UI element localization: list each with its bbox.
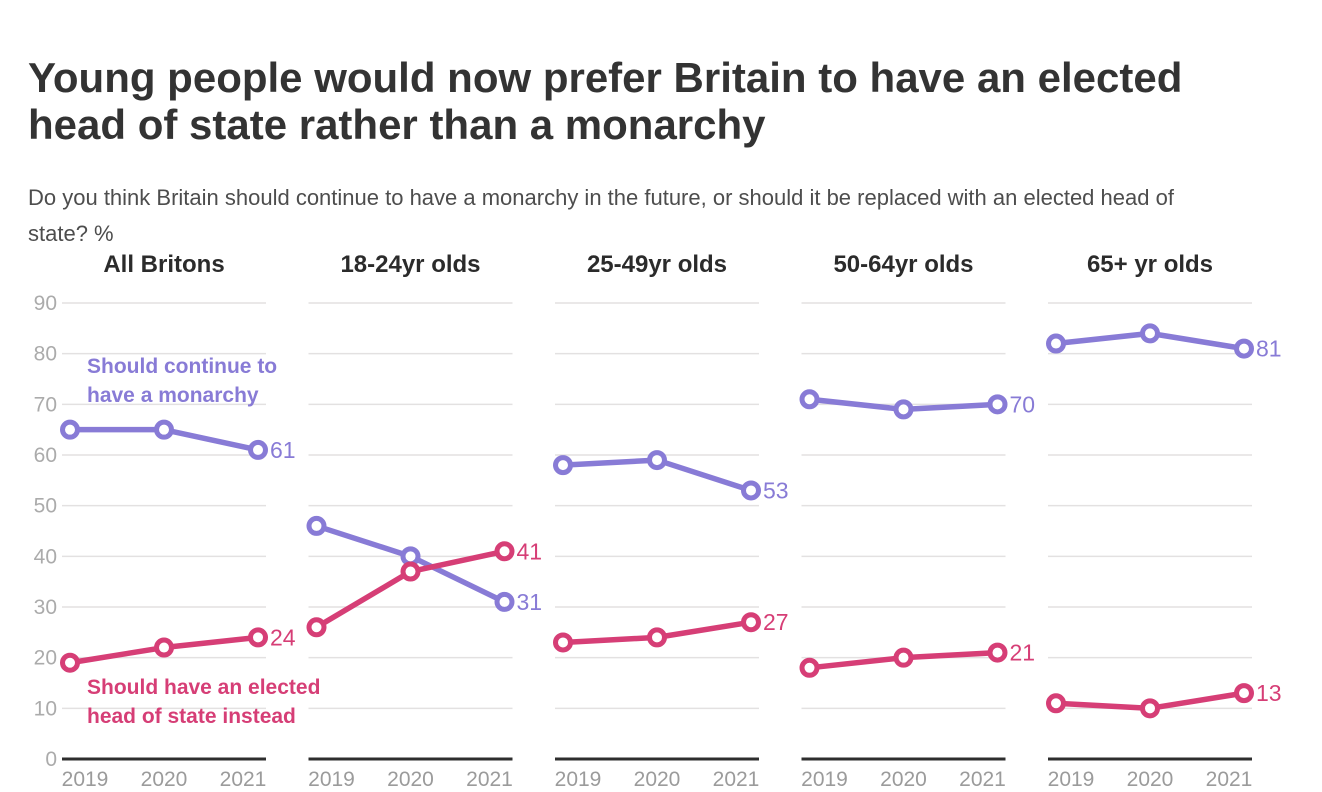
x-tick-label: 2021 <box>220 768 267 791</box>
elected-data-point <box>1140 698 1160 719</box>
elected-data-point <box>799 657 820 678</box>
elected-data-point <box>987 642 1008 663</box>
monarchy-data-point <box>1234 338 1254 359</box>
monarchy-end-value-label: 53 <box>763 477 789 503</box>
elected-data-point <box>647 627 667 648</box>
series-label-monarchy-line1: Should continue to <box>87 355 278 378</box>
panel-3: 50-64yr olds 2019 2020 2021 70 21 <box>799 251 1036 791</box>
elected-end-value-label: 24 <box>270 624 296 650</box>
elected-data-point <box>1046 693 1066 714</box>
elected-data-point <box>154 637 174 658</box>
monarchy-data-point <box>893 399 914 420</box>
monarchy-data-point <box>1046 333 1066 354</box>
series-label-monarchy: Should continue to have a monarchy <box>87 352 277 410</box>
y-tick-label: 70 <box>34 393 57 416</box>
y-tick-label: 40 <box>34 545 57 568</box>
chart-title: Young people would now prefer Britain to… <box>28 54 1183 149</box>
x-tick-label: 2019 <box>62 768 109 791</box>
panel-0: All Britons 2019 2020 2021 61 24 <box>60 251 296 791</box>
monarchy-data-point <box>647 450 667 471</box>
panel-title: 25-49yr olds <box>587 251 727 278</box>
x-tick-label: 2020 <box>141 768 188 791</box>
series-label-elected-line2: head of state instead <box>87 705 296 728</box>
monarchy-data-point <box>154 419 174 440</box>
panel-title: 50-64yr olds <box>833 251 973 278</box>
monarchy-end-value-label: 70 <box>1010 391 1036 417</box>
monarchy-data-point <box>494 591 515 612</box>
panel-title: 65+ yr olds <box>1087 251 1213 278</box>
y-tick-label: 80 <box>34 343 57 366</box>
monarchy-data-point <box>741 480 761 501</box>
panel-2: 25-49yr olds 2019 2020 2021 53 27 <box>553 251 789 791</box>
x-tick-label: 2019 <box>801 768 848 791</box>
elected-data-point <box>553 632 573 653</box>
y-tick-label: 30 <box>34 596 57 619</box>
y-tick-label: 90 <box>34 292 57 315</box>
elected-data-point <box>1234 683 1254 704</box>
monarchy-end-value-label: 31 <box>517 589 543 615</box>
elected-data-point <box>306 617 327 638</box>
x-tick-label: 2019 <box>555 768 602 791</box>
x-tick-label: 2020 <box>634 768 681 791</box>
monarchy-data-point <box>306 515 327 536</box>
elected-data-point <box>400 561 421 582</box>
elected-end-value-label: 27 <box>763 609 789 635</box>
monarchy-end-value-label: 61 <box>270 437 296 463</box>
elected-end-value-label: 41 <box>517 538 543 564</box>
y-tick-label: 0 <box>45 748 57 771</box>
series-label-elected-line1: Should have an elected <box>87 676 321 699</box>
elected-data-point <box>60 652 80 673</box>
x-tick-label: 2021 <box>1206 768 1253 791</box>
monarchy-data-point <box>60 419 80 440</box>
y-tick-label: 20 <box>34 647 57 670</box>
panel-4: 65+ yr olds 2019 2020 2021 81 13 <box>1046 251 1282 791</box>
x-tick-label: 2021 <box>959 768 1006 791</box>
monarchy-data-point <box>987 394 1008 415</box>
monarchy-data-point <box>553 455 573 476</box>
x-tick-label: 2019 <box>308 768 355 791</box>
y-tick-label: 50 <box>34 495 57 518</box>
x-tick-label: 2021 <box>466 768 513 791</box>
monarchy-data-point <box>248 439 268 460</box>
monarchy-end-value-label: 81 <box>1256 336 1282 362</box>
monarchy-data-point <box>799 389 820 410</box>
x-tick-label: 2019 <box>1048 768 1095 791</box>
y-tick-label: 10 <box>34 697 57 720</box>
elected-data-point <box>741 612 761 633</box>
x-tick-label: 2020 <box>1127 768 1174 791</box>
elected-data-point <box>494 541 515 562</box>
elected-end-value-label: 13 <box>1256 680 1282 706</box>
series-label-elected: Should have an elected head of state ins… <box>87 673 320 731</box>
elected-data-point <box>248 627 268 648</box>
series-label-monarchy-line2: have a monarchy <box>87 384 259 407</box>
panel-title: All Britons <box>103 251 224 278</box>
panel-title: 18-24yr olds <box>340 251 480 278</box>
x-tick-label: 2020 <box>880 768 927 791</box>
panel-1: 18-24yr olds 2019 2020 2021 31 41 <box>306 251 543 791</box>
monarchy-data-point <box>1140 323 1160 344</box>
elected-data-point <box>893 647 914 668</box>
y-tick-label: 60 <box>34 444 57 467</box>
x-tick-label: 2021 <box>713 768 760 791</box>
elected-end-value-label: 21 <box>1010 640 1036 666</box>
x-tick-label: 2020 <box>387 768 434 791</box>
chart-subtitle: Do you think Britain should continue to … <box>28 185 1174 246</box>
